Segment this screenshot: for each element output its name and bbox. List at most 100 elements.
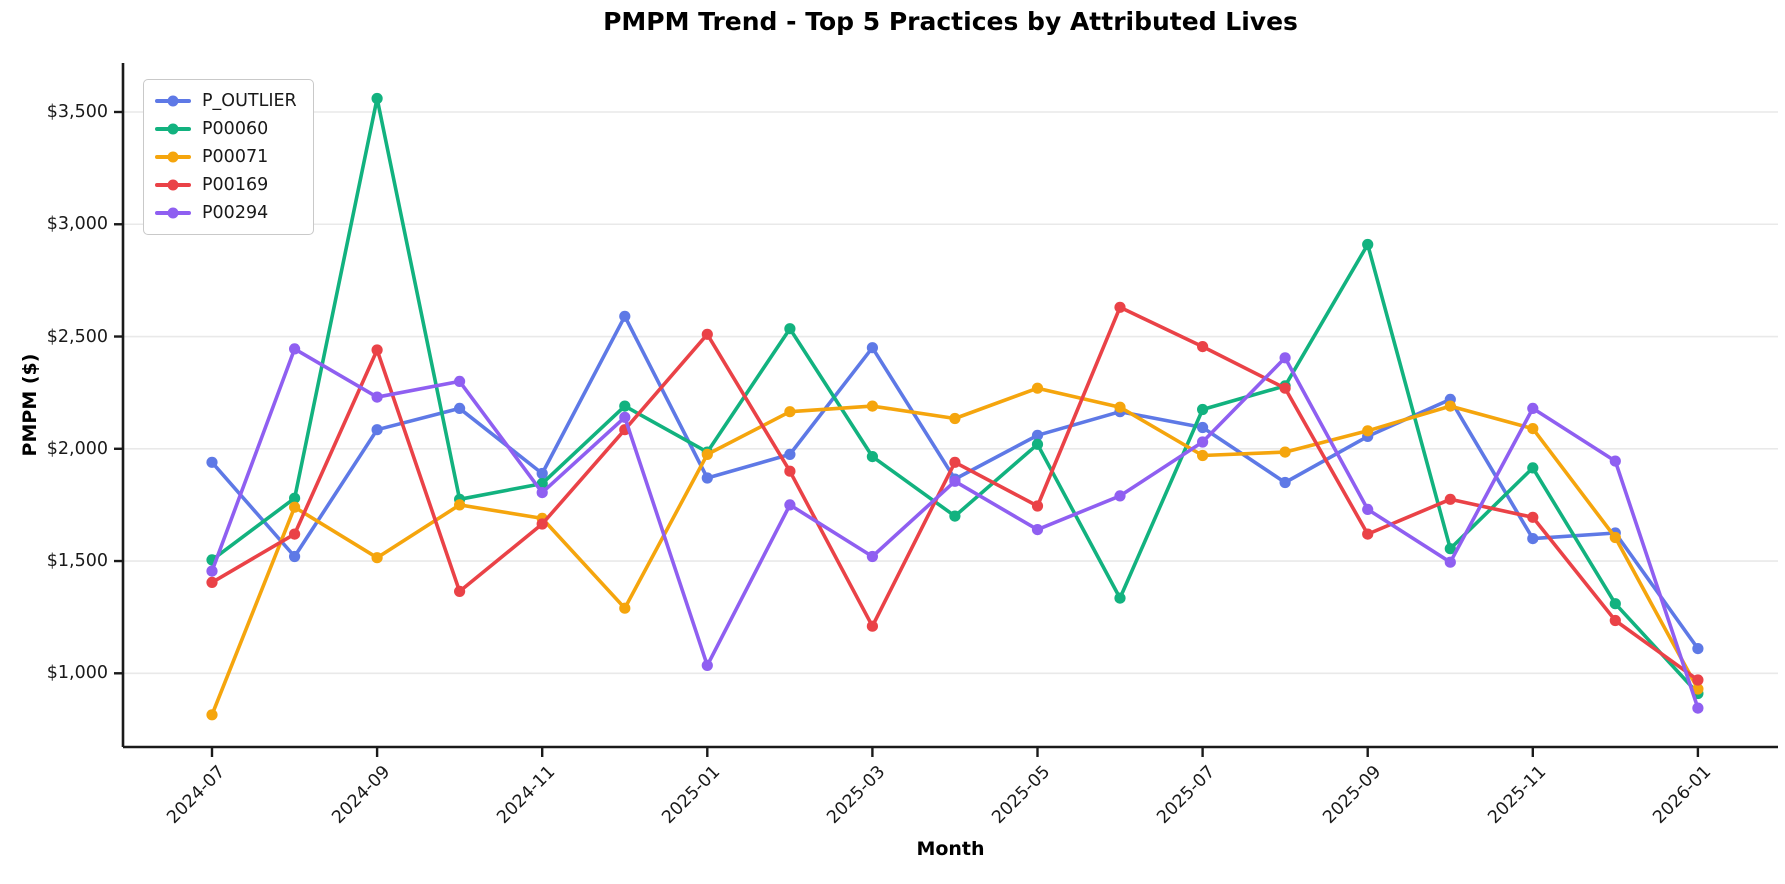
data-point-P00169	[371, 344, 383, 356]
data-point-P00071	[949, 412, 961, 425]
data-point-P00071	[1197, 449, 1209, 462]
series-line-P00071	[210, 386, 1700, 717]
data-point-P00294	[536, 487, 548, 499]
legend-item-P00060: P00060	[155, 115, 297, 143]
data-point-P00294	[289, 343, 301, 355]
data-point-P_OUTLIER	[371, 424, 383, 436]
data-point-P00060	[866, 451, 879, 463]
data-point-P00294	[1527, 402, 1539, 414]
data-point-P00060	[1362, 238, 1374, 251]
data-point-P_OUTLIER	[784, 448, 796, 460]
data-point-P00294	[1197, 436, 1209, 448]
data-point-P00071	[1444, 400, 1456, 412]
data-point-P00169	[1444, 493, 1456, 505]
data-point-P_OUTLIER	[1527, 533, 1539, 545]
y-tick-label: $2,000	[46, 438, 108, 459]
legend-dot-icon	[167, 95, 179, 107]
data-point-P00294	[1362, 503, 1374, 515]
data-point-P00060	[784, 323, 796, 335]
data-point-P00060	[1527, 462, 1539, 474]
legend-dot-icon	[167, 207, 179, 219]
y-tick-label: $2,500	[46, 326, 108, 347]
legend-item-P00294: P00294	[155, 199, 297, 227]
series-line-P00169	[210, 305, 1700, 682]
data-point-P00294	[1279, 352, 1291, 364]
data-point-P00169	[536, 518, 548, 530]
data-point-P00169	[1197, 341, 1209, 353]
data-point-P00071	[1279, 446, 1291, 458]
data-point-P00071	[1527, 423, 1539, 435]
data-point-P00060	[1197, 403, 1209, 416]
legend-item-P00071: P00071	[155, 143, 297, 171]
data-point-P_OUTLIER	[1031, 429, 1044, 441]
chart-title: PMPM Trend - Top 5 Practices by Attribut…	[603, 7, 1298, 36]
data-point-P00060	[1444, 543, 1456, 555]
legend-label: P00169	[202, 175, 269, 195]
data-point-P_OUTLIER	[1197, 421, 1209, 434]
legend: P_OUTLIER P00060 P00071 P00169 P00294	[143, 79, 314, 235]
data-point-P00294	[206, 565, 218, 577]
data-point-P00169	[206, 576, 218, 589]
data-point-P00071	[1609, 531, 1621, 544]
data-point-P00294	[1031, 524, 1044, 536]
data-point-P_OUTLIER	[1279, 476, 1291, 489]
data-point-P00071	[1031, 382, 1044, 394]
data-point-P00169	[784, 465, 796, 477]
data-point-P00294	[1114, 490, 1126, 502]
y-tick-label: $3,500	[46, 102, 108, 122]
data-point-P00060	[1609, 598, 1621, 610]
data-point-P00071	[619, 602, 631, 614]
legend-line-marker-icon	[155, 95, 191, 107]
data-point-P_OUTLIER	[206, 456, 218, 468]
legend-dot-icon	[167, 123, 179, 135]
data-point-P_OUTLIER	[701, 472, 713, 484]
data-point-P_OUTLIER	[866, 342, 879, 354]
series-line-P00060	[210, 96, 1700, 696]
data-point-P00169	[1279, 382, 1291, 394]
data-point-P00060	[1114, 592, 1126, 604]
data-point-P00294	[784, 499, 796, 511]
data-point-P00060	[949, 510, 961, 522]
legend-line-marker-icon	[155, 207, 191, 219]
data-point-P00294	[371, 391, 383, 403]
data-point-P00294	[619, 411, 631, 423]
legend-line-marker-icon	[155, 179, 191, 191]
legend-dot-icon	[167, 179, 179, 191]
data-point-P00169	[1692, 674, 1704, 686]
legend-dot-icon	[167, 151, 179, 163]
legend-label: P00060	[202, 119, 269, 139]
legend-label: P_OUTLIER	[202, 91, 297, 111]
series-line-P00294	[210, 347, 1700, 710]
data-point-P00071	[866, 400, 879, 412]
data-point-P00169	[949, 456, 961, 468]
y-tick-label: $3,000	[46, 214, 108, 235]
legend-line-marker-icon	[155, 151, 191, 163]
data-point-P00169	[1031, 500, 1044, 512]
data-point-P00060	[1031, 438, 1044, 450]
x-axis-label: Month	[916, 838, 985, 860]
data-point-P00071	[289, 501, 301, 513]
data-point-P00060	[289, 492, 301, 504]
data-point-P00294	[701, 659, 713, 672]
legend-label: P00294	[202, 203, 269, 223]
data-point-P00294	[1692, 702, 1704, 714]
data-point-P00169	[1114, 301, 1126, 313]
data-point-P00169	[701, 328, 713, 340]
data-point-P00169	[866, 620, 879, 632]
data-point-P00169	[1609, 614, 1621, 627]
y-tick-label: $1,000	[46, 663, 108, 684]
data-point-P00071	[454, 499, 466, 511]
legend-line-marker-icon	[155, 123, 191, 135]
data-point-P00169	[289, 528, 301, 540]
data-point-P00071	[701, 448, 713, 460]
data-point-P00169	[1527, 511, 1539, 523]
legend-label: P00071	[202, 147, 269, 167]
data-point-P00071	[1114, 401, 1126, 413]
y-tick-label: $1,500	[46, 551, 108, 572]
data-point-P00169	[1362, 528, 1374, 540]
data-point-P_OUTLIER	[1692, 643, 1704, 655]
data-point-P_OUTLIER	[454, 402, 466, 414]
data-point-P_OUTLIER	[619, 310, 631, 322]
